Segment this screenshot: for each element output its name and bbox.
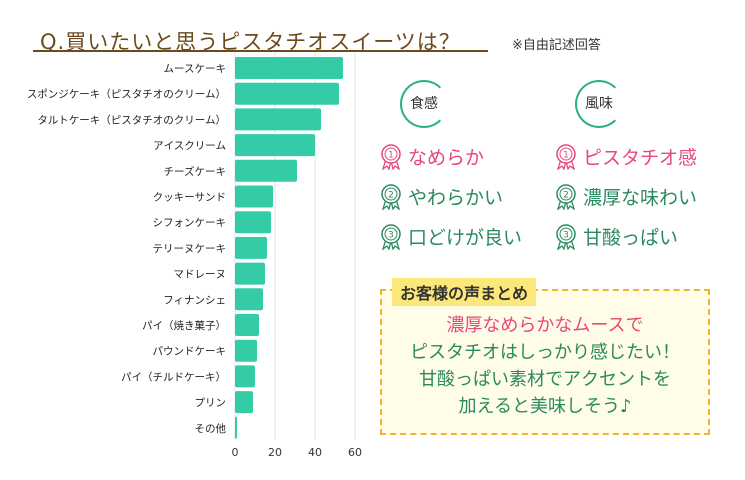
category-label: シフォンケーキ bbox=[153, 217, 227, 229]
rank-item: 3 口どけが良い bbox=[380, 223, 522, 250]
category-label: クッキーサンド bbox=[153, 192, 226, 204]
rank-text: 甘酸っぱい bbox=[583, 227, 679, 249]
title-underline bbox=[33, 50, 488, 52]
bar bbox=[235, 82, 339, 105]
medal-icon: 2 bbox=[381, 183, 401, 210]
rank-item: 2 やわらかい bbox=[380, 183, 503, 210]
rank-item: 1 ピスタチオ感 bbox=[555, 143, 697, 170]
category-label: スポンジケーキ（ピスタチオのクリーム） bbox=[27, 89, 226, 101]
rank-number: 1 bbox=[563, 150, 569, 160]
bar bbox=[235, 236, 267, 259]
bar bbox=[235, 108, 321, 131]
medal-icon: 3 bbox=[556, 223, 576, 250]
bar bbox=[235, 185, 273, 208]
bar bbox=[235, 365, 255, 388]
summary-line: ピスタチオはしっかり感じたい！ bbox=[410, 342, 680, 363]
category-label: ムースケーキ bbox=[164, 63, 226, 75]
panel-circle bbox=[575, 80, 623, 128]
rank-text: なめらか bbox=[408, 147, 485, 169]
category-label: マドレーヌ bbox=[174, 269, 227, 281]
summary-line: 加えると美味しそう♪ bbox=[458, 396, 632, 417]
panel-label: 食感 bbox=[410, 96, 438, 112]
x-tick-label: 20 bbox=[268, 446, 282, 459]
rank-number: 3 bbox=[388, 230, 394, 240]
x-tick-label: 60 bbox=[348, 446, 362, 459]
summary-line: 濃厚なめらかなムースで bbox=[446, 315, 644, 336]
category-label: パイ（チルドケーキ） bbox=[121, 371, 226, 383]
rank-number: 2 bbox=[388, 190, 394, 200]
medal-icon: 3 bbox=[381, 223, 401, 250]
category-label: チーズケーキ bbox=[164, 165, 226, 178]
bar bbox=[235, 159, 297, 182]
category-label: パウンドケーキ bbox=[153, 346, 227, 358]
category-label: パイ（焼き菓子） bbox=[142, 320, 226, 332]
summary-title: お客様の声まとめ bbox=[392, 278, 537, 306]
bar bbox=[235, 288, 263, 311]
rank-text: 濃厚な味わい bbox=[583, 187, 698, 209]
medal-icon: 2 bbox=[556, 183, 576, 210]
bar bbox=[235, 134, 315, 157]
category-label: その他 bbox=[195, 422, 227, 435]
bar bbox=[235, 339, 257, 362]
rank-text: ピスタチオ感 bbox=[583, 147, 698, 169]
category-label: フィナンシェ bbox=[163, 294, 226, 306]
category-label: アイスクリーム bbox=[153, 140, 226, 152]
summary-box bbox=[380, 289, 710, 435]
category-label: プリン bbox=[195, 397, 227, 409]
panel-circle bbox=[400, 80, 448, 128]
x-tick-label: 0 bbox=[232, 446, 239, 459]
summary-line: 甘酸っぱい素材でアクセントを bbox=[419, 369, 671, 390]
bar bbox=[235, 211, 271, 234]
medal-icon: 1 bbox=[556, 143, 576, 170]
rank-item: 3 甘酸っぱい bbox=[555, 223, 678, 250]
rank-number: 3 bbox=[563, 230, 569, 240]
bar bbox=[235, 57, 343, 79]
chart-note: ※自由記述回答 bbox=[512, 38, 601, 53]
medal-icon: 1 bbox=[381, 143, 401, 170]
x-tick-label: 40 bbox=[308, 446, 322, 459]
rank-number: 1 bbox=[388, 150, 394, 160]
summary-text: 濃厚なめらかなムースで ピスタチオはしっかり感じたい！ 甘酸っぱい素材でアクセン… bbox=[380, 312, 710, 420]
panel-label: 風味 bbox=[585, 96, 613, 112]
rank-number: 2 bbox=[563, 190, 569, 200]
rank-item: 1 なめらか bbox=[380, 143, 484, 170]
bar bbox=[235, 314, 259, 336]
bar bbox=[235, 391, 253, 414]
category-label: タルトケーキ（ピスタチオのクリーム） bbox=[37, 114, 226, 126]
rank-text: やわらかい bbox=[408, 187, 504, 209]
bar bbox=[235, 416, 237, 439]
rank-text: 口どけが良い bbox=[408, 227, 523, 249]
rank-item: 2 濃厚な味わい bbox=[555, 183, 697, 210]
category-label: テリーヌケーキ bbox=[153, 243, 227, 255]
bar bbox=[235, 262, 265, 285]
